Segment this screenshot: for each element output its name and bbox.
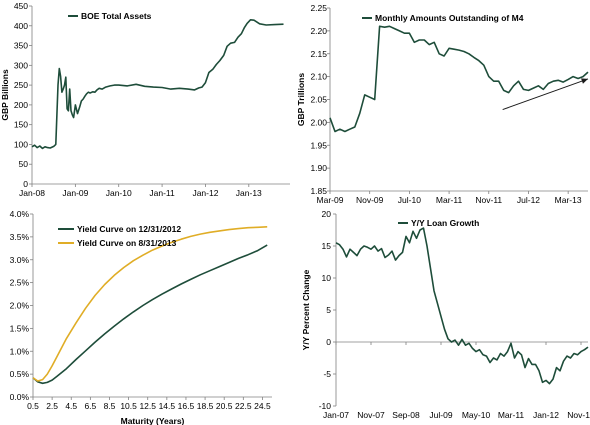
yield-curve-chart: 0.0% 0.5% 1.0% 1.5% 2.0% 2.5% 3.0% 3.5% 4.0% 0.5 2… [10, 209, 272, 425]
yield-x-tick-label: 18.5 [197, 401, 214, 411]
legend-label-yield-curve-on-12-31-2012: Yield Curve on 12/31/2012 [77, 224, 181, 234]
boe-y-tick-label: 300 [14, 60, 28, 70]
boe-y-tick-label: 250 [14, 80, 28, 90]
m4-y-tick-label: 1.95 [310, 140, 327, 150]
yield-x-tick-label: 24.5 [254, 401, 271, 411]
yield-y-tick-label: 1.0% [10, 346, 30, 356]
m4-y-tick-label: 2.10 [310, 72, 327, 82]
boe-x-tick-label: Jan-12 [192, 188, 218, 198]
loan-y-tick-label: -10 [319, 401, 332, 411]
boe-y-tick-label: 350 [14, 41, 28, 51]
legend-label-y-y-loan-growth: Y/Y Loan Growth [411, 218, 479, 228]
yield-x-tick-label: 12.5 [139, 401, 156, 411]
loan-y-axis-title: Y/Y Percent Change [301, 269, 311, 350]
series-line-y-y-loan-growth [335, 227, 589, 385]
yield-y-tick-label: 0.5% [10, 369, 30, 379]
boe-y-tick-label: 450 [14, 1, 28, 11]
yield-y-tick-label: 2.0% [10, 301, 30, 311]
boe-y-axis-title: GBP Billions [0, 69, 10, 121]
boe-x-tick-label: Jan-11 [149, 188, 175, 198]
loan-growth-chart: -10 -5 0 5 10 15 20 Jan-07 Nov-07 Sep-08 Jul-09 May… [301, 209, 590, 420]
yield-x-tick-label: 14.5 [159, 401, 176, 411]
m4-outstanding-chart: 1.85 1.90 1.95 2.00 2.05 2.10 2.15 2.20 2.25 Mar-… [296, 3, 589, 205]
m4-y-axis-title: GBP Trillions [296, 73, 306, 126]
yield-x-tick-label: 8.5 [104, 401, 116, 411]
boe-y-tick-label: 200 [14, 100, 28, 110]
loan-x-tick-label: Nov-07 [357, 410, 385, 420]
loan-x-tick-label: Jan-07 [323, 410, 349, 420]
yield-x-tick-label: 22.5 [235, 401, 252, 411]
boe-y-tick-label: 400 [14, 21, 28, 31]
legend-label-monthly-amounts-outstanding-of-m4: Monthly Amounts Outstanding of M4 [375, 13, 524, 23]
yield-x-tick-label: 16.5 [178, 401, 195, 411]
series-line-boe-total-assets [31, 19, 284, 150]
loan-x-tick-label: Nov-12 [567, 410, 590, 420]
yield-y-tick-label: 0.0% [10, 392, 30, 402]
m4-x-tick-label: Nov-09 [356, 195, 384, 205]
loan-x-tick-label: Jan-12 [533, 410, 559, 420]
loan-y-tick-label: 15 [322, 241, 332, 251]
m4-x-tick-label: Mar-09 [317, 195, 344, 205]
yield-x-tick-label: 4.5 [65, 401, 77, 411]
m4-y-tick-label: 2.20 [310, 26, 327, 36]
yield-x-tick-label: 0.5 [27, 401, 39, 411]
boe-x-tick-label: Jan-09 [62, 188, 88, 198]
legend-label-yield-curve-on-8-31-2013: Yield Curve on 8/31/2013 [77, 238, 177, 248]
yield-x-tick-label: 20.5 [216, 401, 233, 411]
series-line-yield-curve-on-12-31-2012 [32, 244, 268, 385]
m4-x-tick-label: Mar-11 [436, 195, 463, 205]
yield-y-tick-label: 3.0% [10, 255, 30, 265]
series-line-monthly-amounts-outstanding-of-m4 [329, 25, 589, 133]
yield-y-tick-label: 4.0% [10, 209, 30, 219]
boe-y-tick-label: 150 [14, 120, 28, 130]
legend-label-boe-total-assets: BOE Total Assets [81, 11, 152, 21]
m4-y-tick-label: 2.25 [310, 3, 327, 13]
boe-total-assets-chart: 0 50 100 150 200 250 300 350 400 450 Jan-08 Jan-09 J… [0, 1, 290, 198]
boe-x-tick-label: Jan-10 [106, 188, 132, 198]
loan-y-tick-label: 5 [326, 305, 331, 315]
loan-y-tick-label: -5 [323, 369, 331, 379]
yield-x-tick-label: 10.5 [120, 401, 137, 411]
boe-y-tick-label: 50 [19, 159, 29, 169]
loan-x-tick-label: Jul-09 [429, 410, 452, 420]
trend-arrow-line [502, 78, 589, 111]
loan-y-tick-label: 10 [322, 273, 332, 283]
loan-y-tick-label: 20 [322, 209, 332, 219]
m4-y-tick-label: 2.00 [310, 117, 327, 127]
yield-y-tick-label: 3.5% [10, 232, 30, 242]
loan-x-tick-label: Sep-08 [392, 410, 420, 420]
m4-y-tick-label: 1.85 [310, 186, 327, 196]
boe-x-tick-label: Jan-08 [19, 188, 45, 198]
loan-x-tick-label: May-10 [462, 410, 491, 420]
boe-y-tick-label: 0 [23, 179, 28, 189]
yield-y-tick-label: 2.5% [10, 278, 30, 288]
m4-y-tick-label: 2.05 [310, 95, 327, 105]
m4-x-tick-label: Mar-13 [555, 195, 582, 205]
boe-y-tick-label: 100 [14, 139, 28, 149]
series-line-yield-curve-on-8-31-2013 [32, 226, 268, 382]
yield-x-axis-title: Maturity (Years) [121, 416, 185, 425]
boe-x-tick-label: Jan-13 [236, 188, 262, 198]
loan-x-tick-label: Mar-11 [498, 410, 525, 420]
m4-y-tick-label: 2.15 [310, 49, 327, 59]
loan-y-tick-label: 0 [326, 337, 331, 347]
m4-x-tick-label: Jul-10 [398, 195, 421, 205]
trend-arrow-head [581, 78, 588, 84]
m4-y-tick-label: 1.90 [310, 163, 327, 173]
m4-x-tick-label: Nov-11 [475, 195, 502, 205]
m4-x-tick-label: Jul-12 [517, 195, 540, 205]
yield-x-tick-label: 6.5 [84, 401, 96, 411]
yield-y-tick-label: 1.5% [10, 323, 30, 333]
yield-x-tick-label: 2.5 [46, 401, 58, 411]
